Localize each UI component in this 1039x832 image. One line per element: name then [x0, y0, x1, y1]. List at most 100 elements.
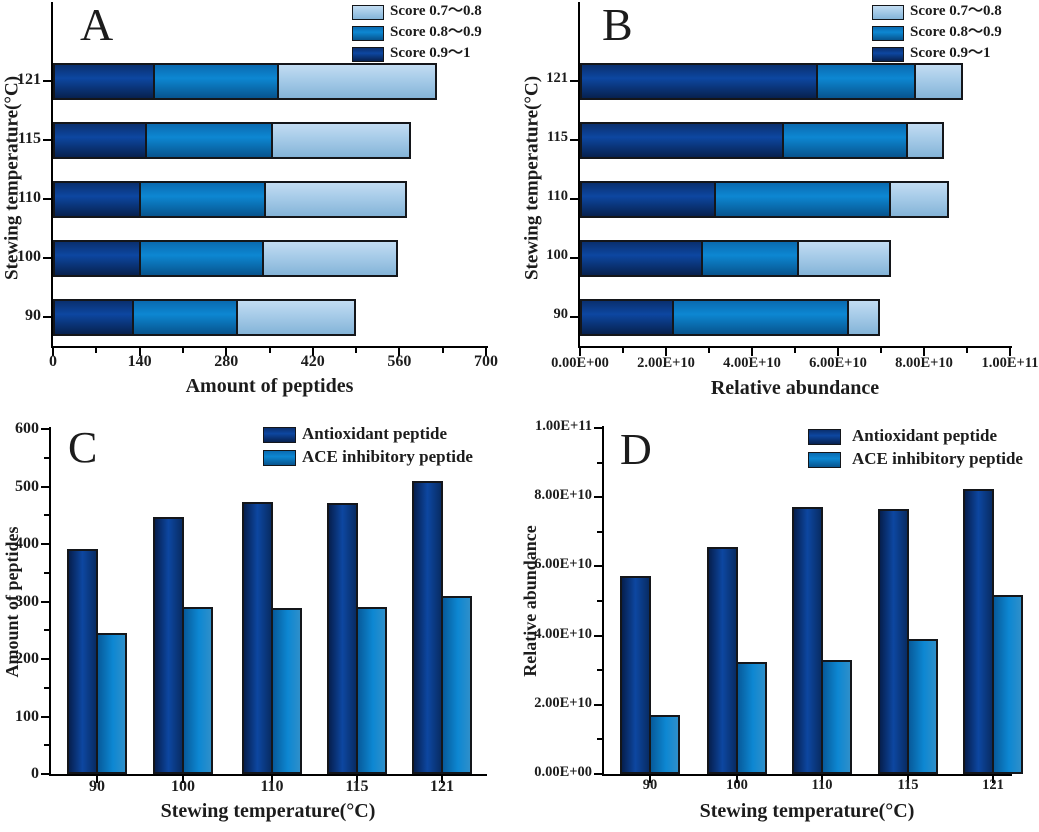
- bar-segment-dark: [55, 123, 146, 157]
- y-tick-major: [43, 316, 51, 318]
- y-tick-label: 110: [17, 189, 41, 206]
- bar-segment-mid: [139, 182, 265, 216]
- y-tick-label: 2.00E+10: [534, 694, 592, 711]
- bar-mid: [271, 608, 302, 774]
- x-tick-major: [1009, 348, 1011, 356]
- legend-label: Antioxidant peptide: [302, 424, 447, 443]
- x-axis: [51, 346, 488, 348]
- bar-dark: [67, 549, 98, 774]
- y-tick-major: [594, 565, 602, 568]
- y-tick-major: [41, 773, 49, 775]
- bar-segment-dark: [55, 241, 139, 275]
- legend-label: ACE inhibitory peptide: [852, 449, 1023, 468]
- bar-mid: [821, 660, 852, 774]
- bar-segment-dark: [582, 123, 783, 157]
- y-axis-title: Relative abundance: [520, 525, 541, 677]
- x-axis-title: Relative abundance: [710, 377, 880, 399]
- bar-mid: [182, 607, 213, 774]
- legend-label: Score 0.9～1: [390, 45, 471, 61]
- y-tick-minor: [597, 738, 602, 741]
- x-tick-label: 140: [127, 353, 152, 370]
- x-tick-major: [52, 348, 54, 356]
- x-tick-major: [441, 776, 443, 783]
- bar-segment-mid: [152, 64, 277, 98]
- y-tick-label: 6.00E+10: [534, 556, 592, 573]
- y-axis: [49, 427, 51, 774]
- y-axis: [51, 2, 53, 346]
- panel-C: 0 100 200 300 400 500 600 90 100 110 115 121 C Stewin…: [0, 416, 519, 832]
- x-tick-minor: [966, 348, 968, 353]
- y-axis-title: Stewing temperature(°C): [521, 75, 543, 281]
- y-tick-major: [43, 80, 51, 82]
- bar-segment-dark: [55, 64, 153, 98]
- x-tick-major: [138, 348, 141, 356]
- x-tick-major: [736, 776, 738, 783]
- y-tick-label: 121: [546, 70, 568, 86]
- x-tick-label: 8.00E+10: [895, 355, 953, 371]
- y-tick-major: [594, 773, 602, 775]
- y-tick-label: 115: [547, 129, 568, 145]
- x-tick-label: 6.00E+10: [809, 355, 867, 371]
- stacked-bar: [580, 121, 944, 159]
- y-axis: [578, 2, 580, 346]
- bar-segment-mid: [145, 123, 272, 157]
- x-tick-label: 110: [811, 777, 833, 793]
- x-tick-major: [225, 348, 228, 356]
- y-tick-minor: [44, 571, 49, 574]
- x-tick-label: 0: [49, 353, 57, 370]
- y-tick-minor: [44, 456, 49, 459]
- stacked-bar: [580, 239, 891, 277]
- y-tick-label: 100: [546, 247, 568, 263]
- bar-segment-dark: [582, 241, 702, 275]
- bar-segment-dark: [55, 182, 140, 216]
- y-tick-minor: [44, 744, 49, 747]
- bar-mid: [736, 662, 767, 774]
- stacked-bar: [53, 62, 437, 100]
- y-tick-major: [41, 715, 49, 718]
- y-tick-label: 100: [15, 707, 39, 725]
- bar-mid: [907, 639, 938, 774]
- x-tick-label: 0.00E+00: [551, 355, 609, 371]
- bar-segment-mid: [671, 300, 847, 334]
- x-tick-major: [271, 776, 273, 783]
- stacked-bar: [53, 121, 411, 159]
- y-tick-minor: [44, 629, 49, 632]
- y-tick-major: [594, 496, 602, 499]
- x-axis-title: Stewing temperature(°C): [160, 800, 376, 822]
- bar-segment-light: [905, 123, 942, 157]
- y-tick-major: [570, 257, 578, 259]
- bar-dark: [412, 481, 443, 774]
- x-tick-label: 90: [89, 778, 105, 795]
- bar-segment-dark: [55, 300, 133, 334]
- y-tick-label: 200: [15, 650, 39, 667]
- y-tick-major: [570, 198, 578, 200]
- legend-swatch-light: [352, 5, 384, 20]
- bar-mid: [96, 633, 127, 774]
- bar-mid: [649, 715, 680, 774]
- legend-swatch-mid: [808, 452, 841, 468]
- x-tick-minor: [880, 348, 882, 353]
- y-tick-major: [41, 543, 49, 545]
- x-tick-major: [182, 776, 184, 783]
- legend-swatch-dark: [808, 429, 841, 445]
- x-tick-major: [665, 348, 667, 356]
- legend-label: Score 0.8～0.9: [390, 24, 482, 40]
- x-tick-label: 560: [387, 353, 412, 370]
- y-axis-title: Stewing temperature(°C): [1, 75, 23, 281]
- bar-segment-light: [276, 64, 435, 98]
- x-tick-label: 2.00E+10: [637, 355, 695, 371]
- x-tick-minor: [708, 348, 710, 353]
- legend-swatch-mid: [872, 26, 904, 41]
- x-axis: [578, 346, 1012, 348]
- x-axis: [49, 774, 487, 776]
- x-tick-major: [398, 348, 401, 356]
- bar-segment-dark: [582, 300, 672, 334]
- y-axis: [602, 426, 604, 774]
- bar-dark: [707, 547, 738, 774]
- bar-dark: [792, 507, 823, 774]
- bar-dark: [327, 503, 358, 774]
- y-tick-label: 300: [15, 592, 39, 610]
- y-tick-minor: [597, 669, 602, 672]
- x-tick-label: 115: [897, 777, 919, 793]
